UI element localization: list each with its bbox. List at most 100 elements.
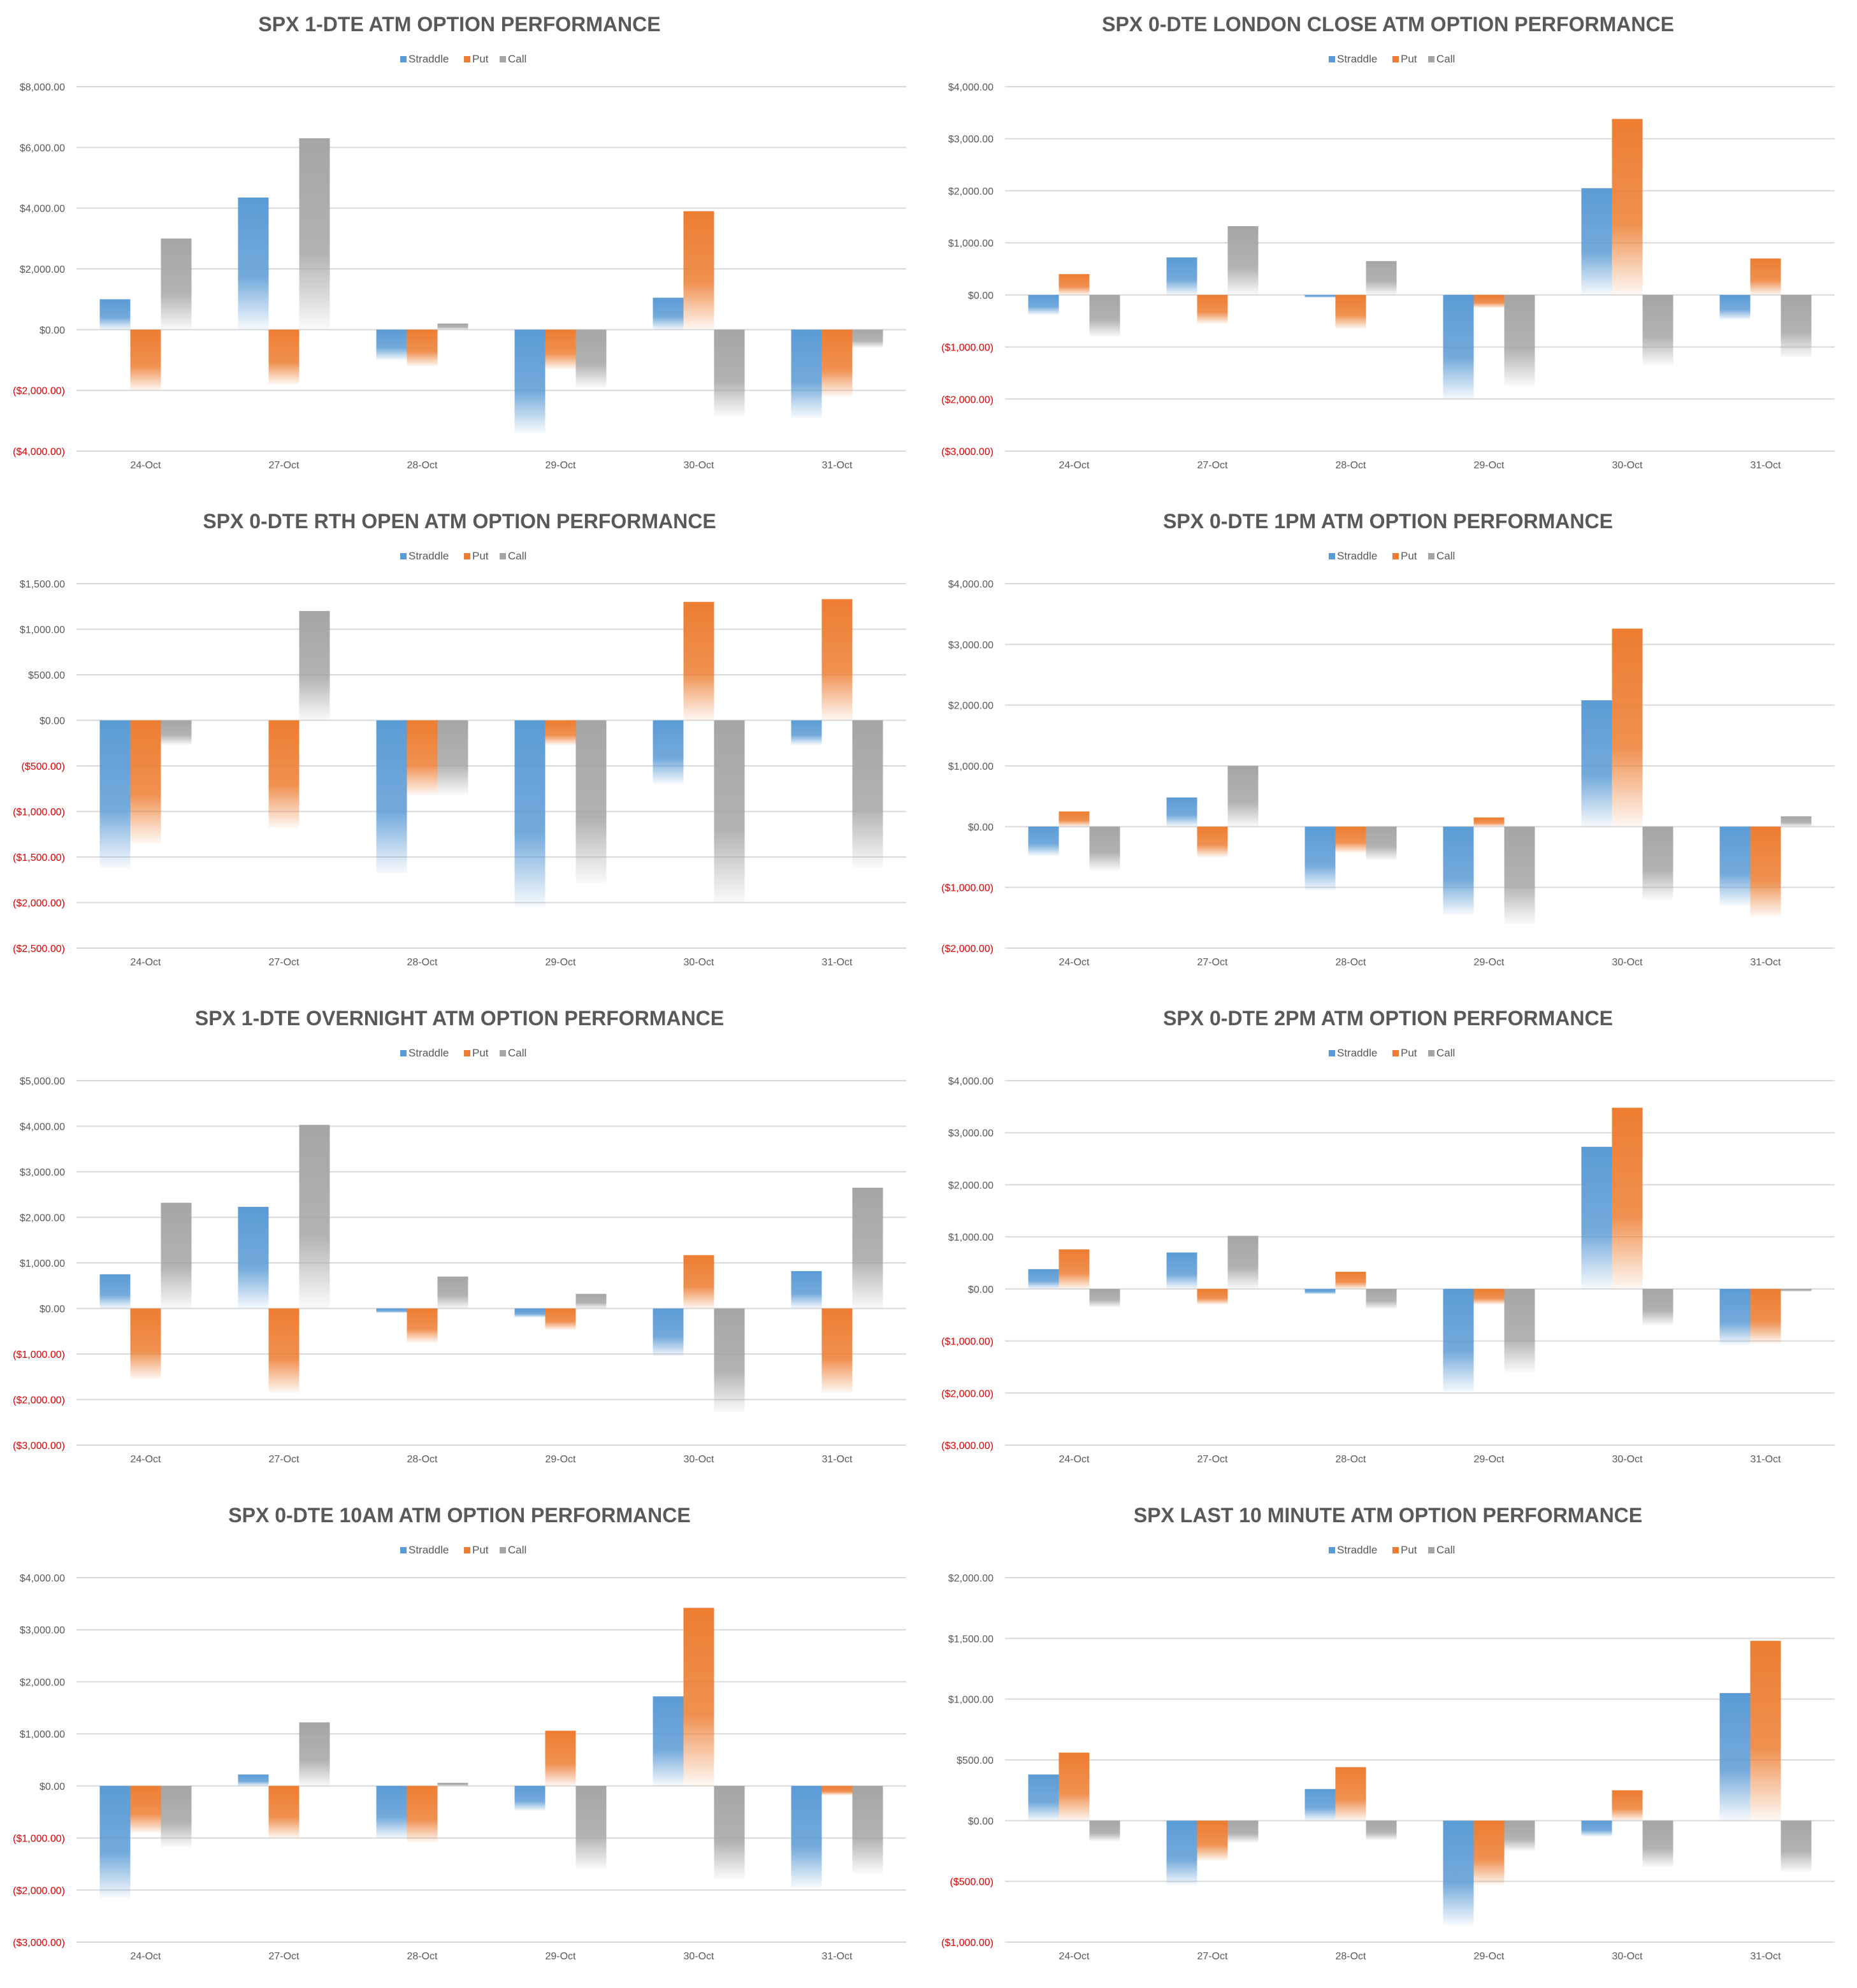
bar-chart-last-10-minute: SPX LAST 10 MINUTE ATM OPTION PERFORMANC… (941, 1504, 1835, 1962)
bar-call-24-oct (161, 720, 192, 746)
bar-chart-2pm: SPX 0-DTE 2PM ATM OPTION PERFORMANCE Stra… (941, 1007, 1835, 1465)
y-tick-label: ($500.00) (22, 761, 66, 772)
legend-swatch-call (1428, 1547, 1434, 1553)
bar-call-30-oct (714, 1785, 745, 1879)
legend-label-call: Call (1436, 1047, 1455, 1059)
bar-straddle-31-oct (1719, 1288, 1751, 1346)
x-tick-label: 29-Oct (1473, 957, 1505, 968)
y-tick-label: ($3,000.00) (941, 447, 994, 457)
bar-call-31-oct (852, 1785, 883, 1874)
y-tick-label: $0.00 (40, 1782, 65, 1792)
y-tick-label: ($1,000.00) (13, 807, 65, 818)
x-tick-label: 27-Oct (1197, 1951, 1228, 1962)
y-tick-label: ($1,000.00) (941, 343, 994, 354)
bar-straddle-28-oct (376, 1785, 407, 1838)
bar-call-30-oct (714, 720, 745, 903)
x-tick-label: 24-Oct (1059, 957, 1090, 968)
y-tick-label: ($2,500.00) (13, 944, 65, 954)
bar-call-27-oct (299, 610, 330, 721)
legend-item-straddle: Straddle (1329, 1544, 1377, 1556)
bar-call-29-oct (1504, 1288, 1535, 1372)
bar-put-24-oct (1059, 811, 1090, 827)
legend-label-put: Put (1401, 1544, 1417, 1556)
legend-item-call: Call (500, 1544, 526, 1556)
bar-call-29-oct (575, 329, 607, 387)
bar-call-29-oct (575, 720, 607, 884)
x-tick-label: 30-Oct (1612, 1951, 1643, 1962)
y-tick-label: $4,000.00 (20, 1122, 65, 1133)
x-tick-label: 28-Oct (407, 460, 438, 471)
bar-put-30-oct (683, 1255, 714, 1309)
y-tick-label: $0.00 (968, 291, 994, 301)
chart-panel-7: SPX 0-DTE 10AM ATM OPTION PERFORMANCE Str… (0, 1491, 928, 1988)
bar-put-27-oct (1197, 1288, 1228, 1305)
legend-swatch-call (500, 1547, 506, 1553)
bar-call-28-oct (1366, 1288, 1397, 1309)
bar-straddle-24-oct (1028, 826, 1059, 856)
bar-call-27-oct (1227, 766, 1259, 827)
y-tick-label: ($3,000.00) (13, 1441, 65, 1451)
legend-label-straddle: Straddle (1337, 550, 1377, 562)
chart-title: SPX LAST 10 MINUTE ATM OPTION PERFORMANC… (1134, 1504, 1642, 1527)
chart-title: SPX 1-DTE ATM OPTION PERFORMANCE (258, 13, 660, 36)
bar-chart-1pm: SPX 0-DTE 1PM ATM OPTION PERFORMANCE Stra… (941, 510, 1835, 968)
bar-straddle-27-oct (1166, 257, 1197, 295)
bar-call-27-oct (299, 1722, 330, 1786)
bar-chart-1dte: SPX 1-DTE ATM OPTION PERFORMANCE Straddle… (13, 13, 906, 471)
bar-call-28-oct (1366, 826, 1397, 860)
bar-put-29-oct (545, 720, 576, 746)
y-tick-label: $3,000.00 (20, 1167, 65, 1178)
bar-straddle-27-oct (1166, 1252, 1197, 1289)
y-tick-label: $2,000.00 (948, 701, 994, 712)
y-tick-label: ($1,000.00) (941, 883, 994, 894)
bar-call-28-oct (437, 323, 468, 330)
bar-straddle-28-oct (1304, 294, 1336, 298)
bar-call-28-oct (1366, 261, 1397, 295)
bar-call-30-oct (1642, 826, 1673, 900)
y-tick-label: $3,000.00 (948, 640, 994, 651)
x-tick-label: 27-Oct (268, 460, 300, 471)
y-tick-label: $1,000.00 (20, 1729, 65, 1740)
legend-label-call: Call (1436, 550, 1455, 562)
y-tick-label: $0.00 (968, 1285, 994, 1295)
x-tick-label: 27-Oct (1197, 1454, 1228, 1465)
bar-call-27-oct (1227, 1235, 1259, 1289)
bar-put-24-oct (130, 1785, 161, 1833)
x-tick-label: 30-Oct (683, 957, 714, 968)
bar-straddle-24-oct (99, 1785, 131, 1898)
bar-put-24-oct (1059, 274, 1090, 295)
bar-call-30-oct (1642, 294, 1673, 366)
bar-put-30-oct (683, 211, 714, 330)
bar-straddle-24-oct (99, 299, 131, 330)
bar-put-30-oct (1612, 628, 1643, 827)
bar-call-27-oct (299, 138, 330, 330)
y-tick-label: ($2,000.00) (941, 944, 994, 954)
x-tick-label: 29-Oct (1473, 1951, 1505, 1962)
bar-call-31-oct (1781, 816, 1812, 827)
bar-straddle-30-oct (653, 720, 684, 784)
x-tick-label: 28-Oct (407, 1951, 438, 1962)
bar-straddle-24-oct (1028, 1774, 1059, 1821)
x-tick-label: 30-Oct (683, 1454, 714, 1465)
bar-call-31-oct (852, 329, 883, 348)
chart-title: SPX 0-DTE LONDON CLOSE ATM OPTION PERFOR… (1102, 13, 1674, 36)
bar-straddle-29-oct (514, 1785, 546, 1812)
legend-swatch-call (1428, 553, 1434, 559)
legend-swatch-call (1428, 56, 1434, 62)
y-tick-label: $4,000.00 (20, 204, 65, 215)
bar-put-31-oct (821, 329, 853, 397)
y-tick-label: ($3,000.00) (13, 1938, 65, 1948)
x-tick-label: 27-Oct (1197, 460, 1228, 471)
y-tick-label: $2,000.00 (20, 264, 65, 275)
bar-straddle-27-oct (1166, 797, 1197, 827)
bar-call-27-oct (1227, 1820, 1259, 1843)
legend-label-put: Put (472, 53, 489, 65)
legend-item-put: Put (1392, 53, 1417, 65)
y-tick-label: $4,000.00 (948, 1076, 994, 1087)
y-tick-label: $1,000.00 (948, 1695, 994, 1706)
bar-straddle-30-oct (1581, 1820, 1612, 1837)
x-tick-label: 31-Oct (1750, 460, 1781, 471)
x-tick-label: 28-Oct (407, 957, 438, 968)
legend-swatch-put (1392, 56, 1399, 62)
chart-panel-3: SPX 0-DTE RTH OPEN ATM OPTION PERFORMANC… (0, 497, 928, 994)
